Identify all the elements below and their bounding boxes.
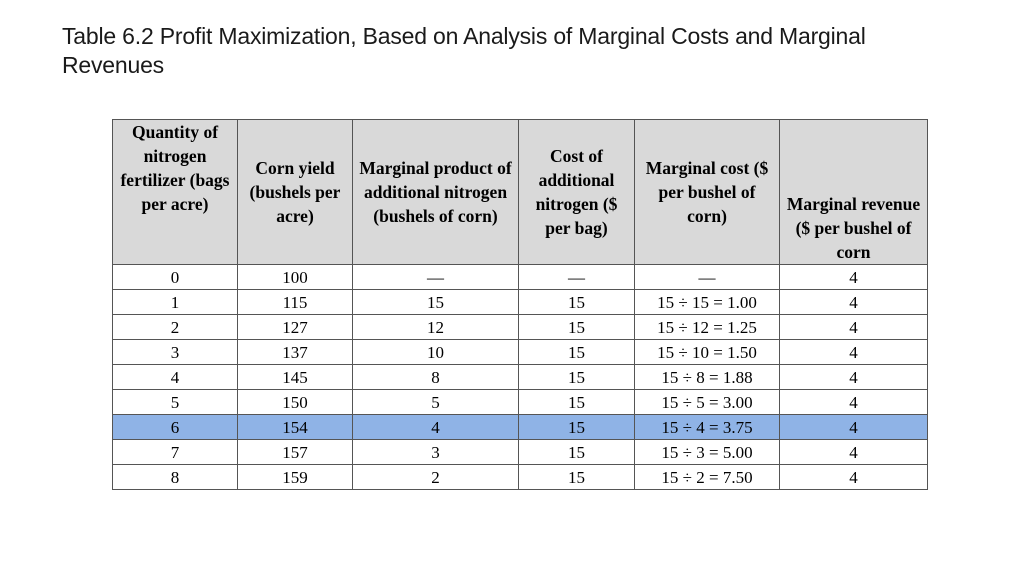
cell-marginal-cost: 15 ÷ 12 = 1.25 bbox=[634, 314, 780, 340]
cell-marginal-cost: 15 ÷ 15 = 1.00 bbox=[634, 289, 780, 315]
cell-quantity: 2 bbox=[112, 314, 238, 340]
table-row: 7 157 3 15 15 ÷ 3 = 5.00 4 bbox=[112, 439, 928, 465]
table-row: 0 100 — — — 4 bbox=[112, 264, 928, 290]
cell-quantity: 8 bbox=[112, 464, 238, 490]
cell-corn-yield: 154 bbox=[237, 414, 353, 440]
cell-marginal-product: 4 bbox=[352, 414, 519, 440]
cell-marginal-product: 12 bbox=[352, 314, 519, 340]
cell-cost: 15 bbox=[518, 439, 635, 465]
header-marginal-cost: Marginal cost ($ per bushel of corn) bbox=[634, 119, 780, 265]
header-quantity-of-nitrogen: Quantity of nitrogen fertilizer (bags pe… bbox=[112, 119, 238, 265]
table-row: 1 115 15 15 15 ÷ 15 = 1.00 4 bbox=[112, 289, 928, 315]
cell-quantity: 1 bbox=[112, 289, 238, 315]
cell-marginal-product: 10 bbox=[352, 339, 519, 365]
cell-cost: 15 bbox=[518, 364, 635, 390]
cell-quantity: 6 bbox=[112, 414, 238, 440]
cell-corn-yield: 150 bbox=[237, 389, 353, 415]
cell-marginal-cost: 15 ÷ 4 = 3.75 bbox=[634, 414, 780, 440]
cell-marginal-product: 8 bbox=[352, 364, 519, 390]
table-row: 8 159 2 15 15 ÷ 2 = 7.50 4 bbox=[112, 464, 928, 490]
cell-corn-yield: 159 bbox=[237, 464, 353, 490]
cell-marginal-cost: — bbox=[634, 264, 780, 290]
cell-quantity: 3 bbox=[112, 339, 238, 365]
table-row: 2 127 12 15 15 ÷ 12 = 1.25 4 bbox=[112, 314, 928, 340]
cell-marginal-revenue: 4 bbox=[779, 439, 928, 465]
slide-title: Table 6.2 Profit Maximization, Based on … bbox=[62, 23, 866, 78]
header-marginal-revenue: Marginal revenue ($ per bushel of corn bbox=[779, 119, 928, 265]
profit-maximization-table: Quantity of nitrogen fertilizer (bags pe… bbox=[112, 119, 928, 490]
cell-corn-yield: 127 bbox=[237, 314, 353, 340]
cell-marginal-revenue: 4 bbox=[779, 414, 928, 440]
cell-cost: 15 bbox=[518, 339, 635, 365]
table-row: 3 137 10 15 15 ÷ 10 = 1.50 4 bbox=[112, 339, 928, 365]
cell-cost: — bbox=[518, 264, 635, 290]
cell-corn-yield: 157 bbox=[237, 439, 353, 465]
cell-cost: 15 bbox=[518, 414, 635, 440]
cell-cost: 15 bbox=[518, 464, 635, 490]
cell-cost: 15 bbox=[518, 389, 635, 415]
cell-marginal-revenue: 4 bbox=[779, 264, 928, 290]
cell-marginal-revenue: 4 bbox=[779, 314, 928, 340]
table-row: 5 150 5 15 15 ÷ 5 = 3.00 4 bbox=[112, 389, 928, 415]
cell-marginal-revenue: 4 bbox=[779, 389, 928, 415]
cell-marginal-product: — bbox=[352, 264, 519, 290]
cell-marginal-cost: 15 ÷ 2 = 7.50 bbox=[634, 464, 780, 490]
cell-marginal-product: 5 bbox=[352, 389, 519, 415]
cell-quantity: 4 bbox=[112, 364, 238, 390]
cell-corn-yield: 137 bbox=[237, 339, 353, 365]
cell-marginal-revenue: 4 bbox=[779, 289, 928, 315]
table-row: 4 145 8 15 15 ÷ 8 = 1.88 4 bbox=[112, 364, 928, 390]
cell-marginal-product: 15 bbox=[352, 289, 519, 315]
cell-corn-yield: 115 bbox=[237, 289, 353, 315]
cell-marginal-revenue: 4 bbox=[779, 464, 928, 490]
table-row-highlighted: 6 154 4 15 15 ÷ 4 = 3.75 4 bbox=[112, 414, 928, 440]
cell-marginal-product: 2 bbox=[352, 464, 519, 490]
cell-marginal-revenue: 4 bbox=[779, 339, 928, 365]
cell-marginal-product: 3 bbox=[352, 439, 519, 465]
cell-cost: 15 bbox=[518, 314, 635, 340]
header-row: Quantity of nitrogen fertilizer (bags pe… bbox=[112, 119, 928, 265]
cell-marginal-cost: 15 ÷ 3 = 5.00 bbox=[634, 439, 780, 465]
cell-corn-yield: 145 bbox=[237, 364, 353, 390]
header-cost-of-nitrogen: Cost of additional nitrogen ($ per bag) bbox=[518, 119, 635, 265]
cell-quantity: 7 bbox=[112, 439, 238, 465]
cell-corn-yield: 100 bbox=[237, 264, 353, 290]
cell-marginal-cost: 15 ÷ 10 = 1.50 bbox=[634, 339, 780, 365]
cell-cost: 15 bbox=[518, 289, 635, 315]
header-corn-yield: Corn yield (bushels per acre) bbox=[237, 119, 353, 265]
header-marginal-product: Marginal product of additional nitrogen … bbox=[352, 119, 519, 265]
cell-quantity: 0 bbox=[112, 264, 238, 290]
cell-marginal-cost: 15 ÷ 5 = 3.00 bbox=[634, 389, 780, 415]
cell-marginal-cost: 15 ÷ 8 = 1.88 bbox=[634, 364, 780, 390]
cell-marginal-revenue: 4 bbox=[779, 364, 928, 390]
cell-quantity: 5 bbox=[112, 389, 238, 415]
